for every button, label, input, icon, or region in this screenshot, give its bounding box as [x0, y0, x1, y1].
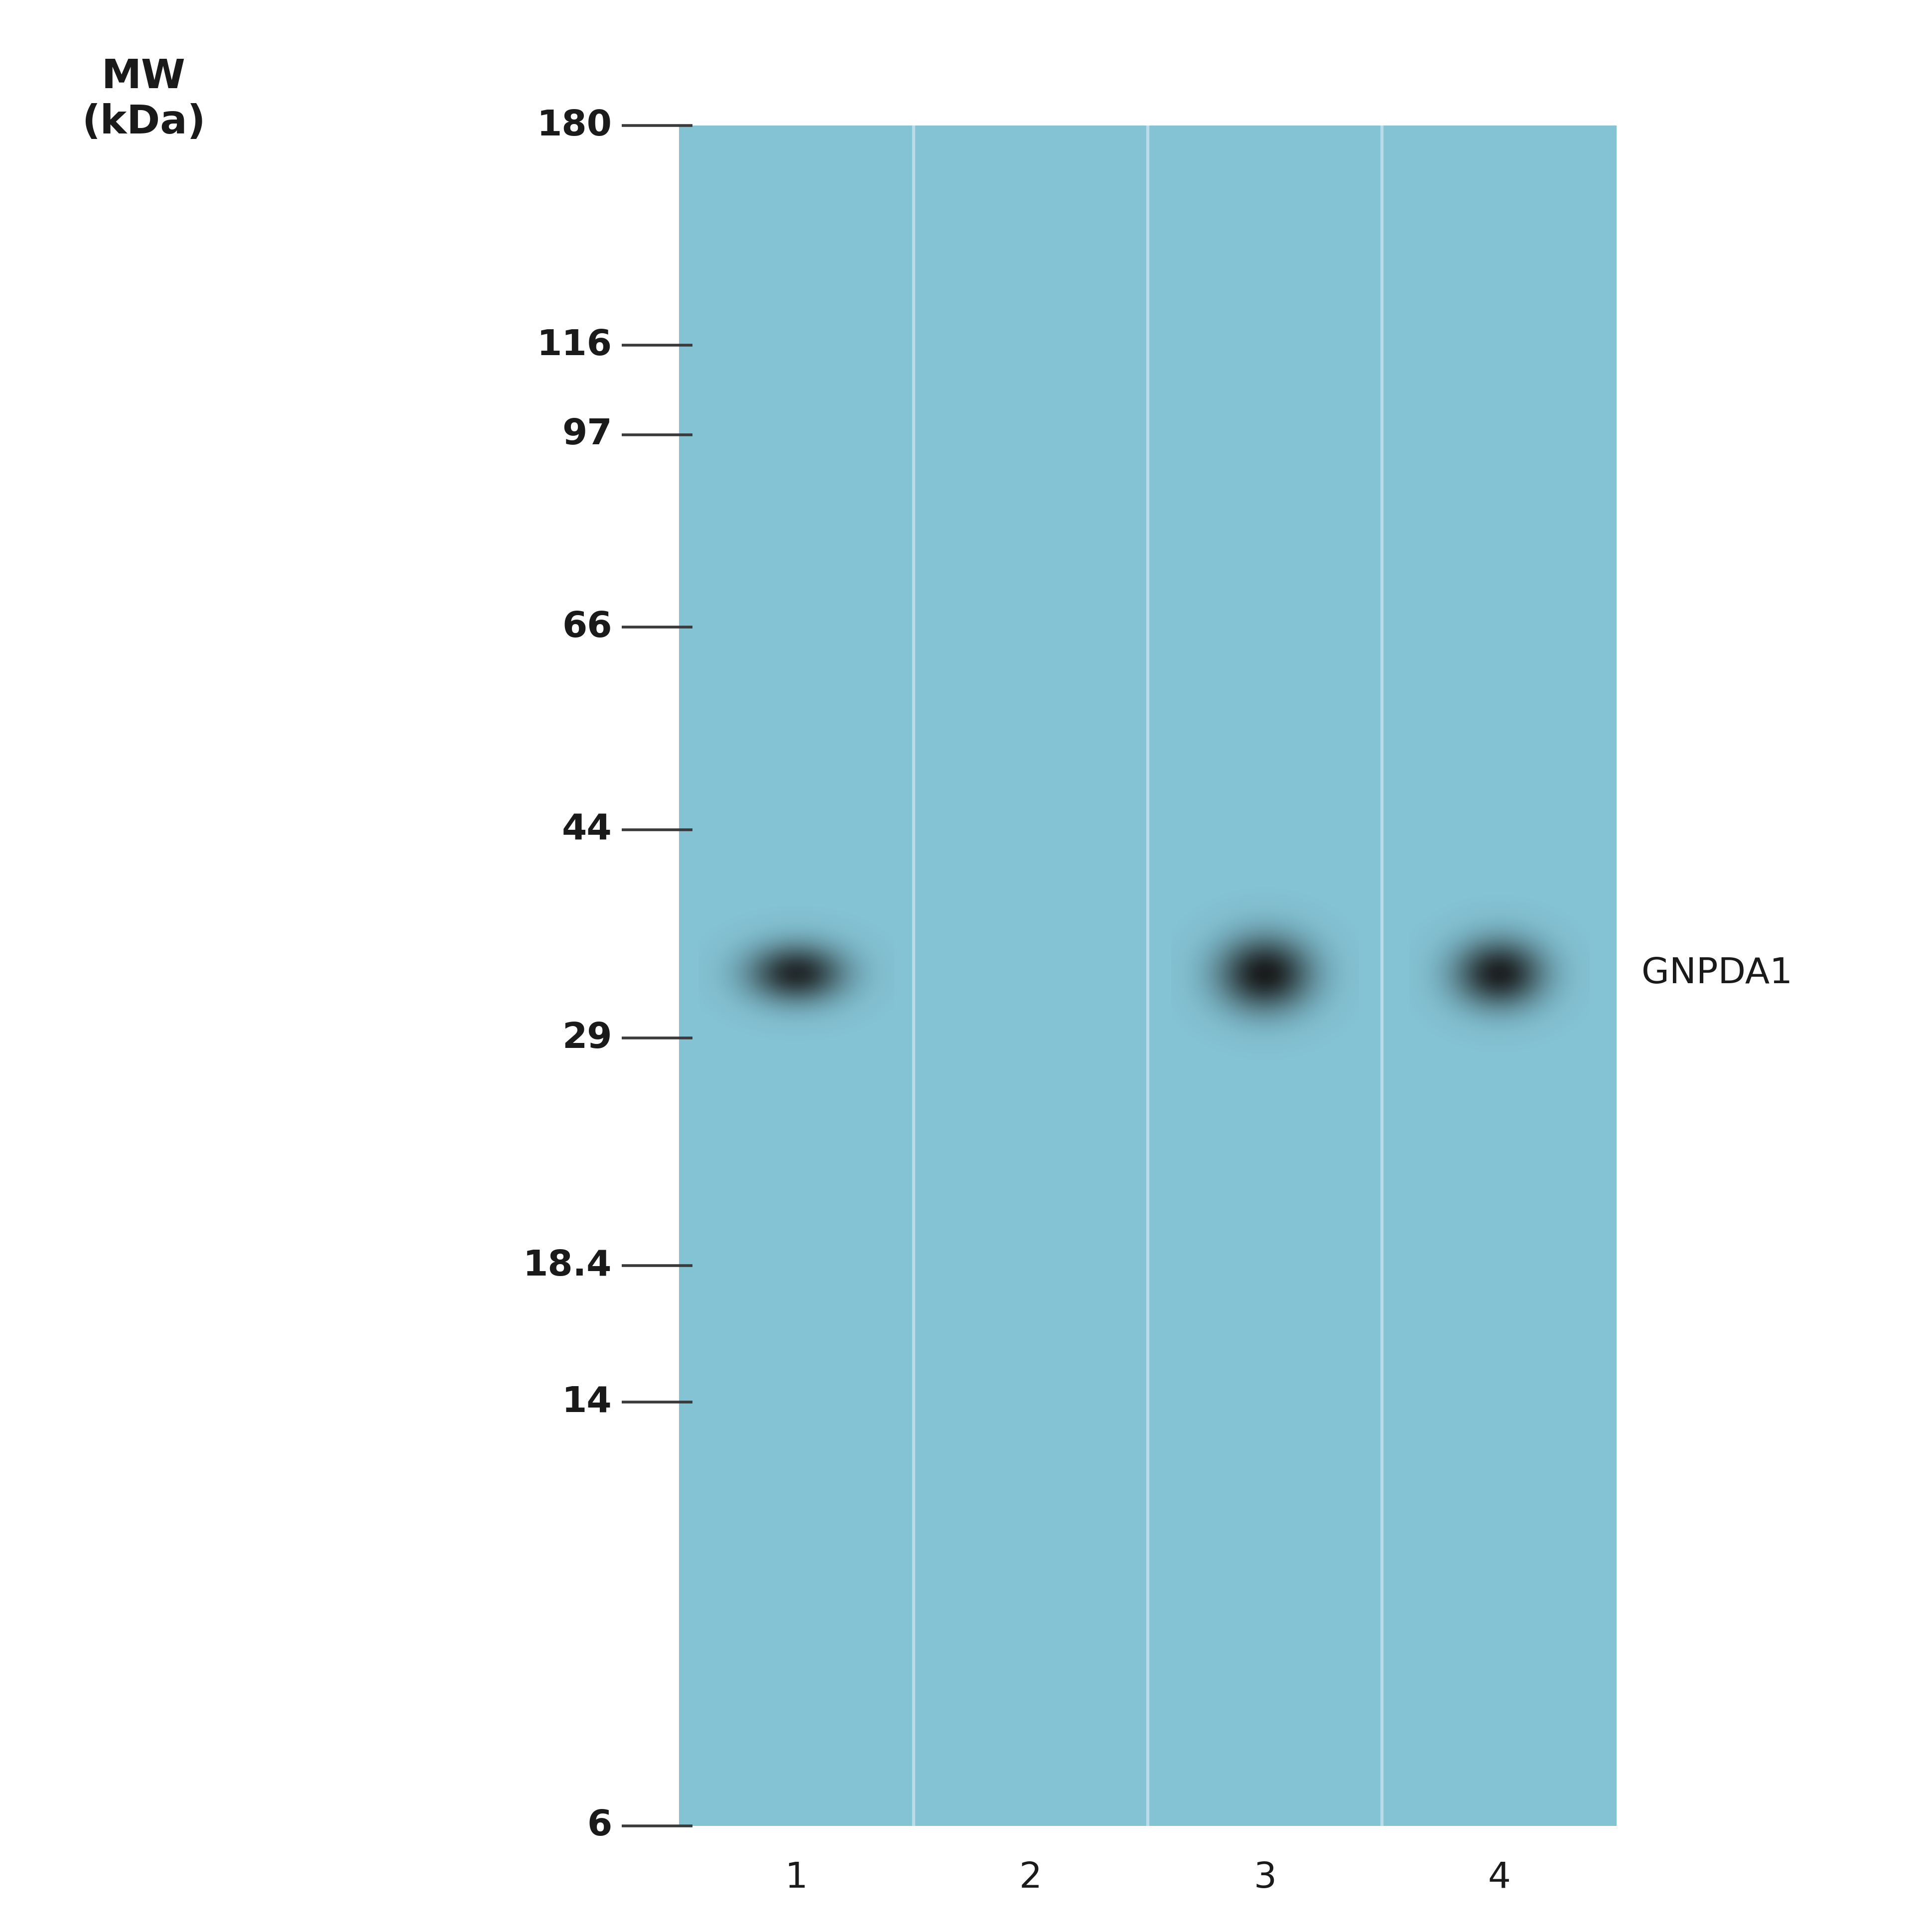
Text: 116: 116	[538, 328, 612, 363]
Text: 14: 14	[562, 1385, 612, 1420]
Text: 44: 44	[562, 813, 612, 846]
Text: 180: 180	[538, 108, 612, 143]
Text: 6: 6	[587, 1808, 612, 1843]
Text: 97: 97	[562, 417, 612, 452]
Text: 29: 29	[562, 1020, 612, 1055]
Text: 4: 4	[1488, 1861, 1511, 1895]
Text: 2: 2	[1020, 1861, 1043, 1895]
Text: 18.4: 18.4	[524, 1248, 612, 1283]
Bar	[679, 126, 1616, 1826]
Text: 1: 1	[784, 1861, 807, 1895]
Text: GNPDA1: GNPDA1	[1641, 956, 1792, 991]
Text: MW
(kDa): MW (kDa)	[82, 58, 205, 141]
Text: 66: 66	[562, 611, 612, 643]
Text: 3: 3	[1253, 1861, 1276, 1895]
